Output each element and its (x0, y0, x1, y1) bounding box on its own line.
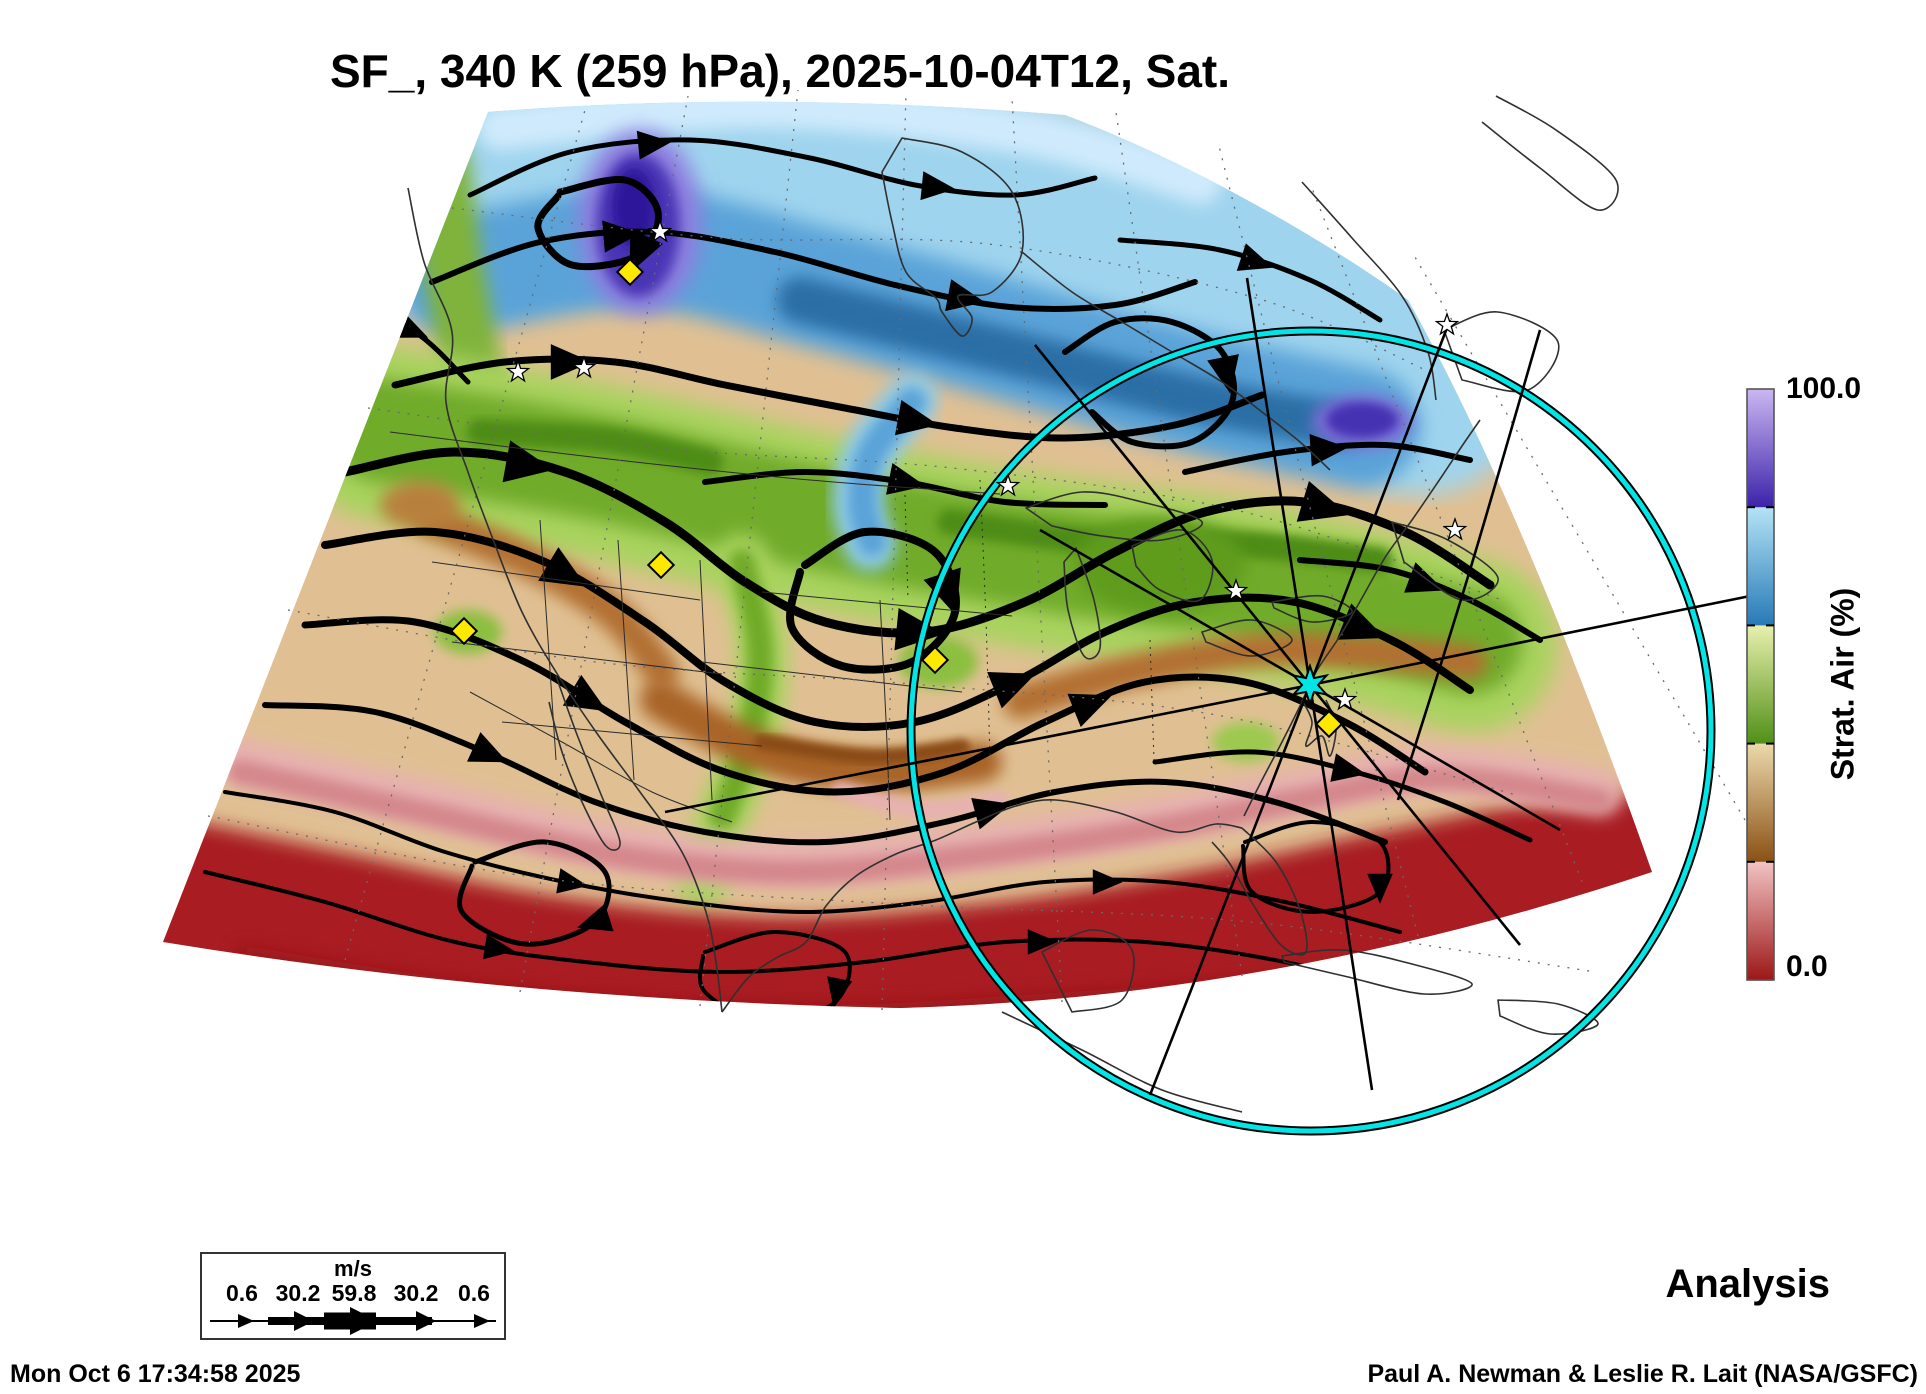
station-diamond-marker (1314, 709, 1344, 739)
wind-legend-values: 0.6 30.2 59.8 30.2 0.6 (202, 1280, 504, 1306)
plot-title: SF_, 340 K (259 hPa), 2025-10-04T12, Sat… (329, 45, 1231, 97)
wind-legend-unit: m/s (334, 1256, 372, 1281)
wind-speed-value: 0.6 (458, 1280, 490, 1306)
station-diamond-marker (646, 550, 676, 580)
station-diamond-marker (920, 645, 950, 675)
station-diamond-marker (449, 616, 479, 646)
wind-speed-value: 30.2 (393, 1280, 439, 1306)
city-star-marker (1442, 517, 1468, 541)
colorbar-title: Strat. Air (%) (1824, 587, 1861, 781)
state-borders (389, 431, 1155, 823)
wind-speed-value: 0.6 (226, 1280, 258, 1306)
graticule (207, 89, 1746, 1011)
city-star-marker (1332, 687, 1358, 711)
analysis-label: Analysis (1665, 1262, 1830, 1306)
wind-speed-legend: m/s 0.6 30.2 59.8 30.2 0.6 (200, 1252, 506, 1340)
colorbar-max-label: 100.0 (1786, 372, 1862, 405)
city-star-marker (995, 473, 1021, 497)
station-diamond-marker (615, 257, 645, 287)
credit-line: Paul A. Newman & Leslie R. Lait (NASA/GS… (1367, 1360, 1918, 1388)
city-star-marker (505, 359, 531, 383)
city-star-marker (571, 355, 597, 379)
site-cyan-star-marker (1290, 662, 1330, 708)
overlay-tracks-and-markers (449, 219, 1771, 1136)
city-star-marker (647, 219, 673, 243)
wind-speed-arrow-scale (210, 1307, 496, 1335)
colorbar-min-label: 0.0 (1786, 950, 1828, 983)
colorbar (1746, 388, 1775, 981)
wind-speed-value: 59.8 (331, 1280, 377, 1306)
creation-timestamp: Mon Oct 6 17:34:58 2025 (10, 1360, 301, 1388)
city-star-marker (1223, 578, 1249, 602)
city-star-marker (1434, 312, 1460, 336)
wind-speed-value: 30.2 (275, 1280, 321, 1306)
